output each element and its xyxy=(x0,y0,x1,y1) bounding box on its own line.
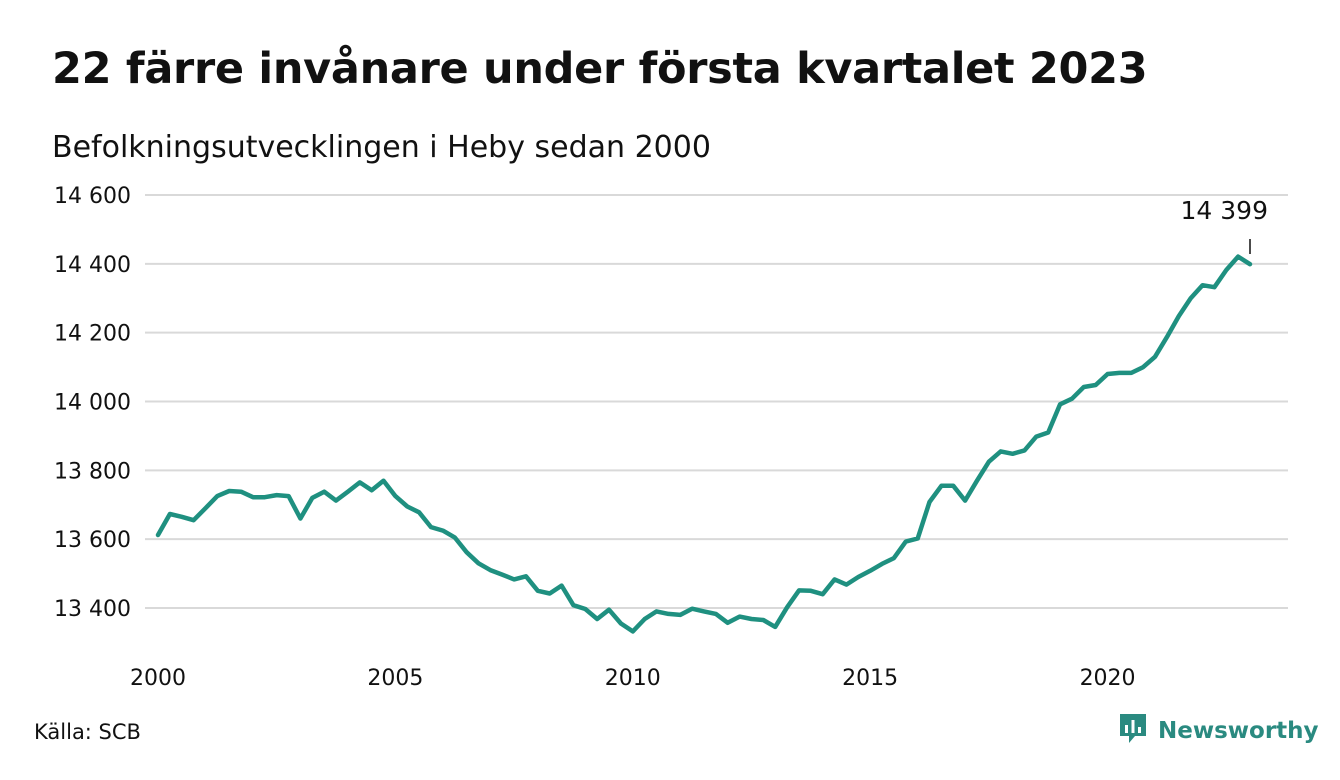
y-tick-label: 13 400 xyxy=(54,597,131,622)
y-tick-label: 13 800 xyxy=(54,459,131,484)
grid-lines xyxy=(145,194,1288,609)
chart-subtitle: Befolkningsutvecklingen i Heby sedan 200… xyxy=(52,130,711,165)
x-tick-label: 2015 xyxy=(842,666,898,691)
y-tick-label: 14 000 xyxy=(54,391,131,416)
x-tick-label: 2000 xyxy=(130,666,186,691)
x-axis-tick-labels: 2000 2005 2010 2015 2020 xyxy=(130,666,1136,691)
y-axis-tick-labels: 13 400 13 600 13 800 14 000 14 200 14 400 14 6… xyxy=(54,184,131,622)
y-tick-label: 13 600 xyxy=(54,528,131,553)
series-line xyxy=(155,254,1253,634)
x-tick-label: 2005 xyxy=(367,666,423,691)
y-tick-label: 14 200 xyxy=(54,322,131,347)
brand-name: Newsworthy xyxy=(1158,718,1319,744)
y-tick-label: 14 400 xyxy=(54,253,131,278)
y-tick-label: 14 600 xyxy=(54,184,131,209)
annotation-label: 14 399 xyxy=(1181,196,1268,225)
chart-title: 22 färre invånare under första kvartalet… xyxy=(52,44,1148,94)
x-tick-label: 2020 xyxy=(1080,666,1136,691)
source-label: Källa: SCB xyxy=(34,720,141,744)
newsworthy-logo-icon xyxy=(1118,712,1148,750)
series-layer xyxy=(155,254,1253,634)
brand-logo: Newsworthy xyxy=(1118,712,1319,750)
x-tick-label: 2010 xyxy=(605,666,661,691)
annotation-layer: 14 399 xyxy=(1181,196,1268,254)
